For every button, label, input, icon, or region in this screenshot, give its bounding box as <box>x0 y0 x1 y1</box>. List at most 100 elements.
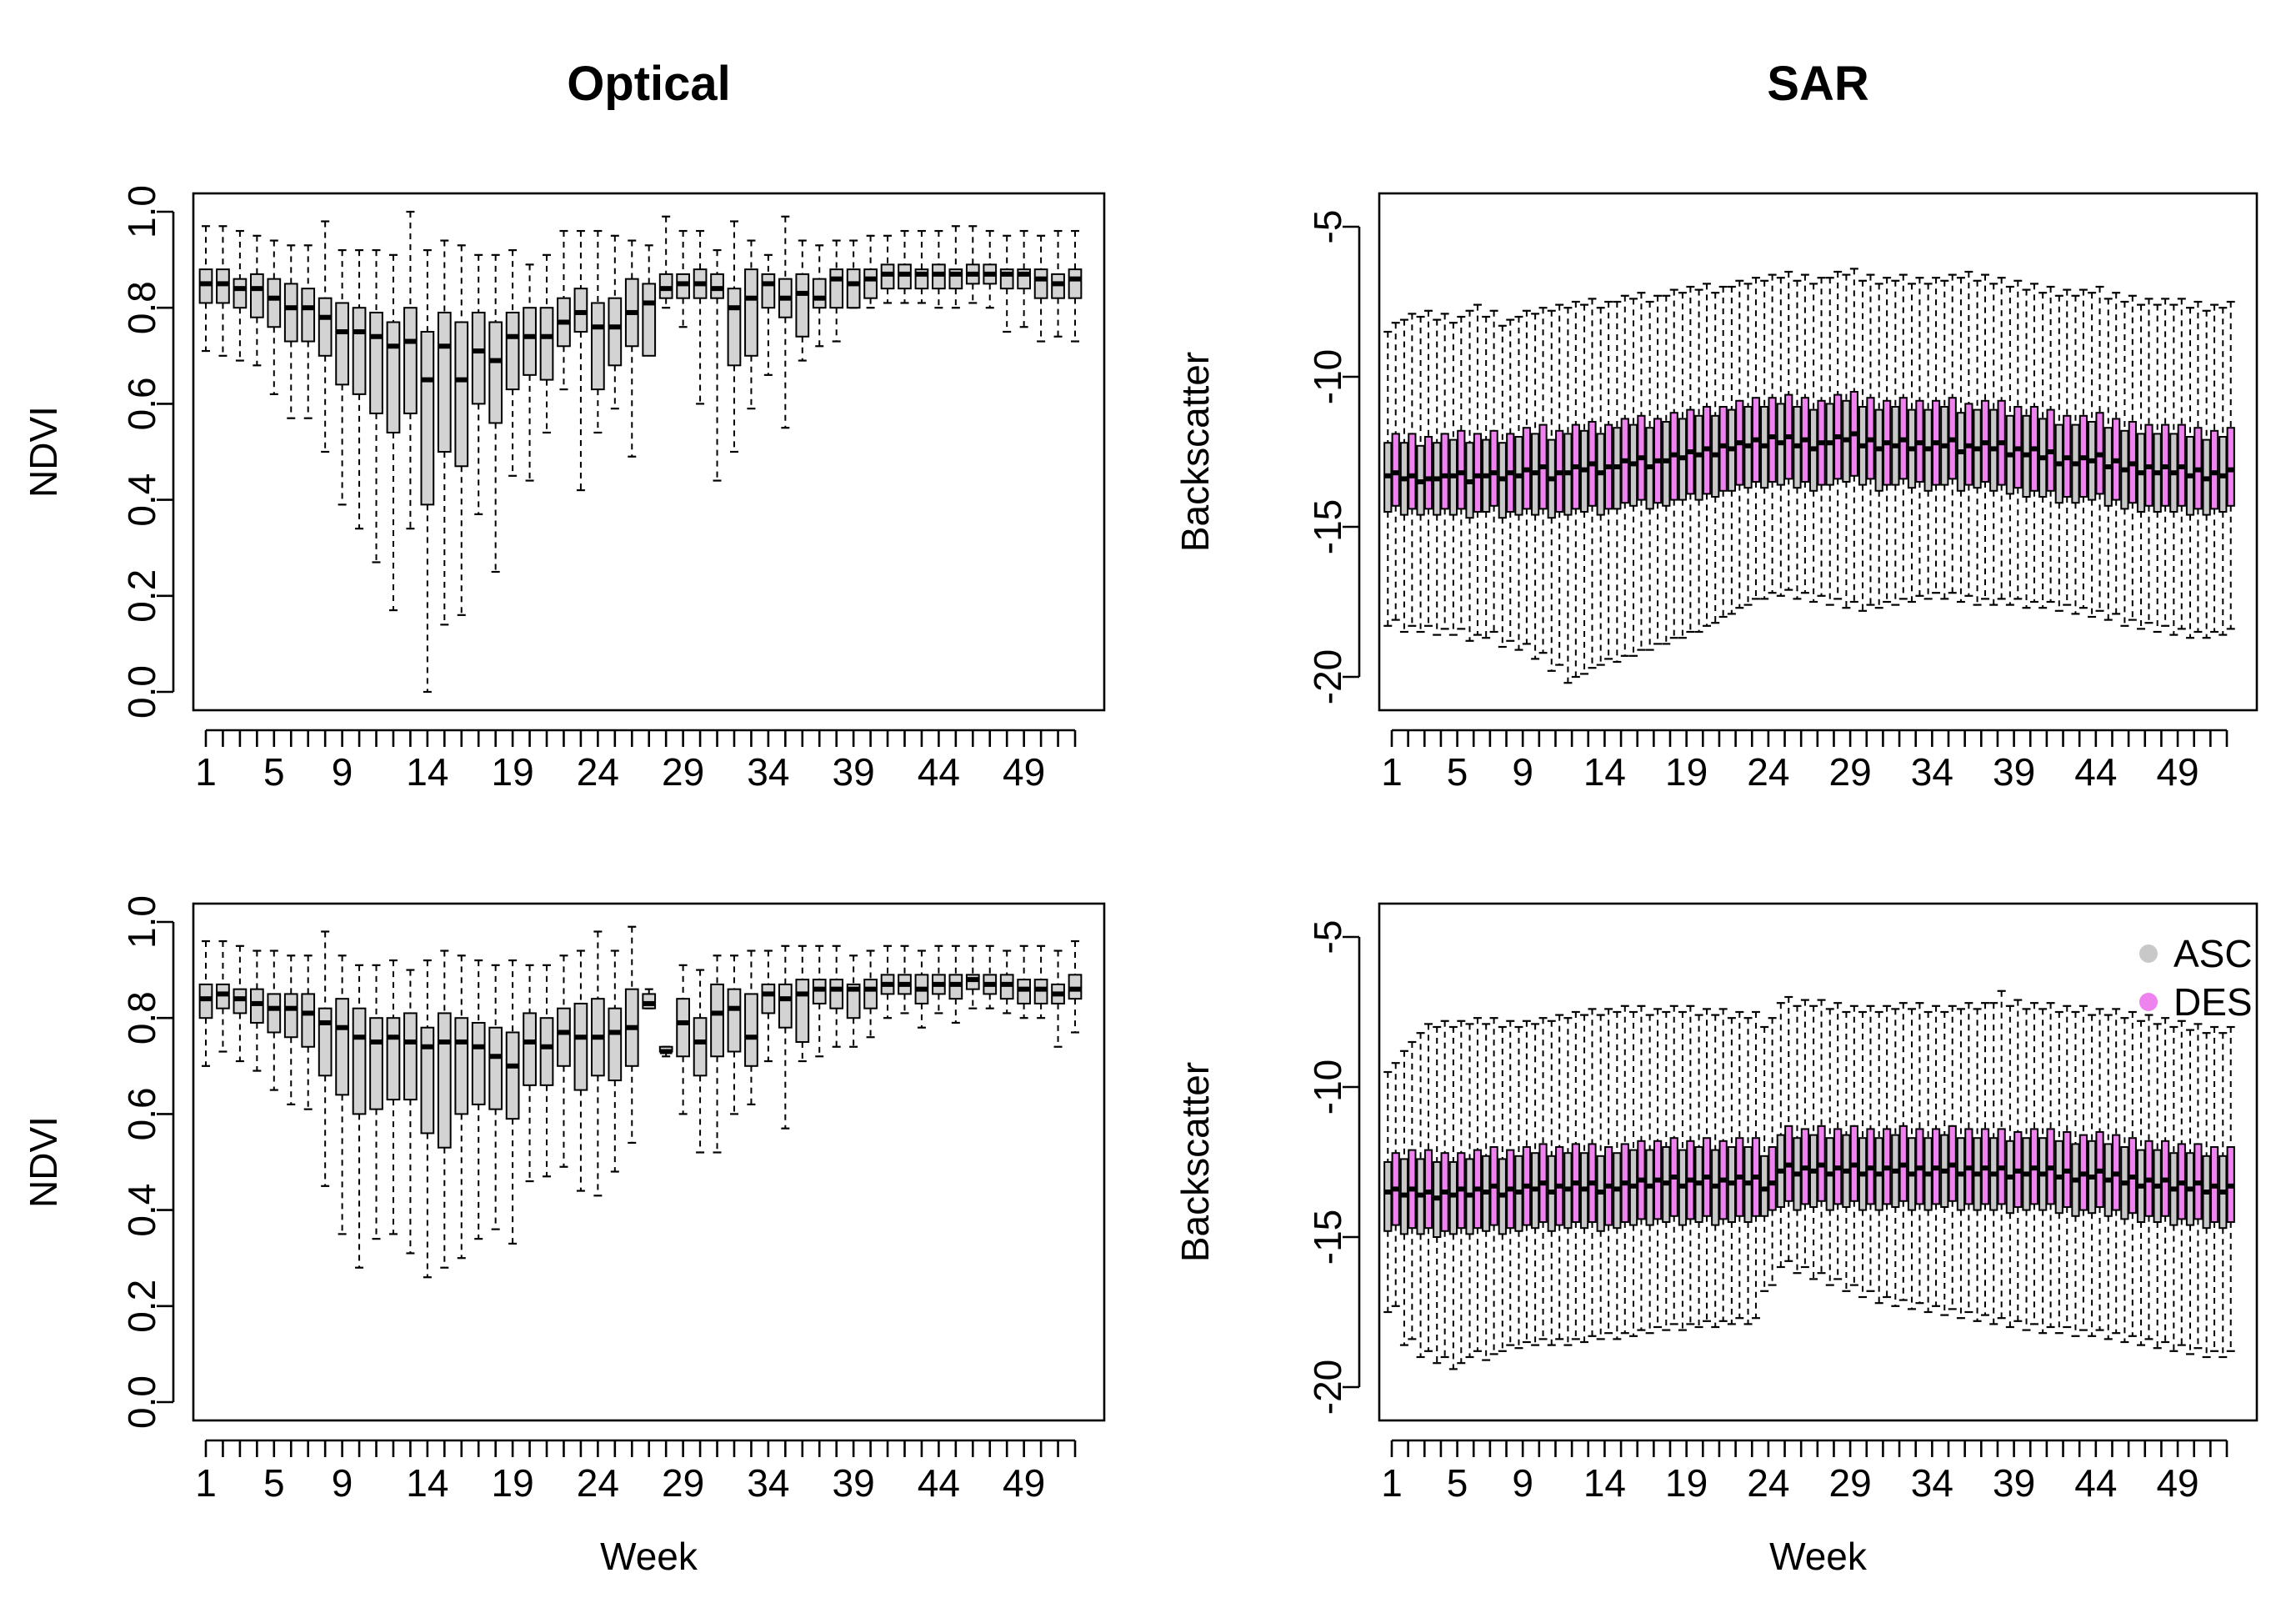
box-week-30-des <box>1866 1004 1875 1292</box>
box-week-52-asc <box>2218 307 2228 636</box>
box-week-52 <box>1068 939 1083 1034</box>
box-week-37-asc <box>1973 279 1982 606</box>
box-week-36-asc <box>1956 1008 1966 1320</box>
box-week-42-asc <box>2054 1010 2063 1335</box>
box-body <box>318 1007 333 1077</box>
x-tick-label: 5 <box>1447 1461 1468 1505</box>
box-week-45-des <box>2112 1008 2121 1335</box>
box-week-33 <box>744 239 758 410</box>
box-week-1-des <box>1391 322 1400 621</box>
x-tick-label: 19 <box>492 1461 534 1505</box>
box-week-28-asc <box>1825 277 1834 606</box>
box-week-10-asc <box>1530 1023 1540 1346</box>
box-week-22 <box>557 229 571 391</box>
box-week-29-des <box>1849 268 1858 604</box>
x-tick-label: 19 <box>492 750 534 794</box>
box-week-47 <box>983 944 998 1009</box>
x-tick-label: 39 <box>833 1461 875 1505</box>
box-week-31 <box>710 954 724 1154</box>
box-week-41 <box>880 944 895 1019</box>
box-week-4-des <box>1440 313 1449 630</box>
box-body <box>471 1021 486 1105</box>
y-tick-label: 0.2 <box>120 569 163 623</box>
box-body <box>1768 1146 1777 1211</box>
box-body <box>1457 429 1466 510</box>
box-week-12-des <box>1571 300 1580 679</box>
box-body <box>437 1012 452 1149</box>
x-tick-label: 14 <box>1583 750 1626 794</box>
plot-frame <box>192 192 1106 712</box>
box-week-26-des <box>1800 273 1810 594</box>
box-body <box>335 302 349 386</box>
box-body <box>1448 1161 1458 1235</box>
panel-sar-top: SAR Backscatter -20 -15 -10 -5 1 5 9 14 19 24 29 34 39… <box>1173 57 2258 794</box>
box-week-39 <box>846 239 861 309</box>
box-week-39-des <box>2013 279 2023 600</box>
box-week-20-asc <box>1694 1014 1703 1329</box>
box-body <box>795 979 810 1043</box>
box-body <box>1033 268 1048 299</box>
x-tick-label: 5 <box>1447 750 1468 794</box>
box-week-38-des <box>1997 989 2006 1320</box>
x-tick-label: 24 <box>1747 750 1789 794</box>
box-week-13 <box>403 210 418 530</box>
box-week-16-asc <box>1628 1010 1638 1337</box>
box-body <box>539 1017 554 1086</box>
box-week-31-des <box>1883 1004 1892 1299</box>
y-tick-label: -5 <box>1306 210 1349 244</box>
box-week-43-des <box>2078 1004 2088 1331</box>
box-week-45-asc <box>2103 298 2113 621</box>
box-week-43-des <box>2078 288 2088 609</box>
box-week-1-asc <box>1383 1070 1393 1314</box>
x-tick-label: 9 <box>332 750 353 794</box>
box-week-31-asc <box>1874 283 1883 609</box>
box-body <box>1408 433 1417 510</box>
box-body <box>352 307 367 395</box>
box-week-26 <box>624 925 639 1145</box>
box-body <box>454 321 469 468</box>
box-week-4 <box>249 234 264 367</box>
box-body <box>1760 1155 1769 1217</box>
box-body <box>2209 429 2219 510</box>
x-tick-label: 9 <box>332 1461 353 1505</box>
box-body <box>778 983 793 1029</box>
x-tick-label: 5 <box>263 1461 285 1505</box>
box-week-42-des <box>2063 1004 2072 1329</box>
plot-frame <box>192 902 1106 1422</box>
box-body <box>249 273 264 318</box>
box-week-37-des <box>1980 1002 1990 1316</box>
box-body <box>1718 406 1728 492</box>
box-week-6-des <box>1473 1017 1483 1352</box>
box-week-41-des <box>2046 1002 2055 1329</box>
box-body <box>369 311 383 414</box>
box-body <box>386 1017 401 1101</box>
box-week-35-asc <box>1940 1010 1949 1316</box>
x-tick-label: 9 <box>1512 1461 1533 1505</box>
box-body <box>318 297 333 357</box>
y-axis-label: Backscatter <box>1173 352 1217 552</box>
box-week-7 <box>301 244 316 419</box>
box-week-30-des <box>1866 273 1875 606</box>
box-body <box>488 1026 503 1110</box>
box-week-30-asc <box>1858 279 1868 612</box>
box-body <box>744 268 758 357</box>
box-week-21-asc <box>1711 292 1720 624</box>
box-week-51-asc <box>2202 1032 2211 1359</box>
chart-title: SAR <box>1767 57 1868 111</box>
y-tick-label: -10 <box>1306 1059 1349 1115</box>
box-week-23 <box>573 949 588 1192</box>
box-week-11-asc <box>1547 1019 1556 1346</box>
y-tick-label: -20 <box>1306 649 1349 704</box>
box-week-23 <box>573 229 588 492</box>
box-body <box>301 993 316 1048</box>
box-week-26-asc <box>1793 1004 1802 1275</box>
box-week-20-asc <box>1694 288 1703 634</box>
box-week-33 <box>744 949 758 1105</box>
box-week-3-des <box>1423 309 1433 627</box>
box-week-9 <box>335 248 349 506</box>
box-week-17-des <box>1653 294 1663 645</box>
box-week-13 <box>403 969 418 1255</box>
box-week-39-des <box>2013 999 2023 1322</box>
box-week-8 <box>318 220 333 453</box>
box-body <box>267 993 282 1034</box>
